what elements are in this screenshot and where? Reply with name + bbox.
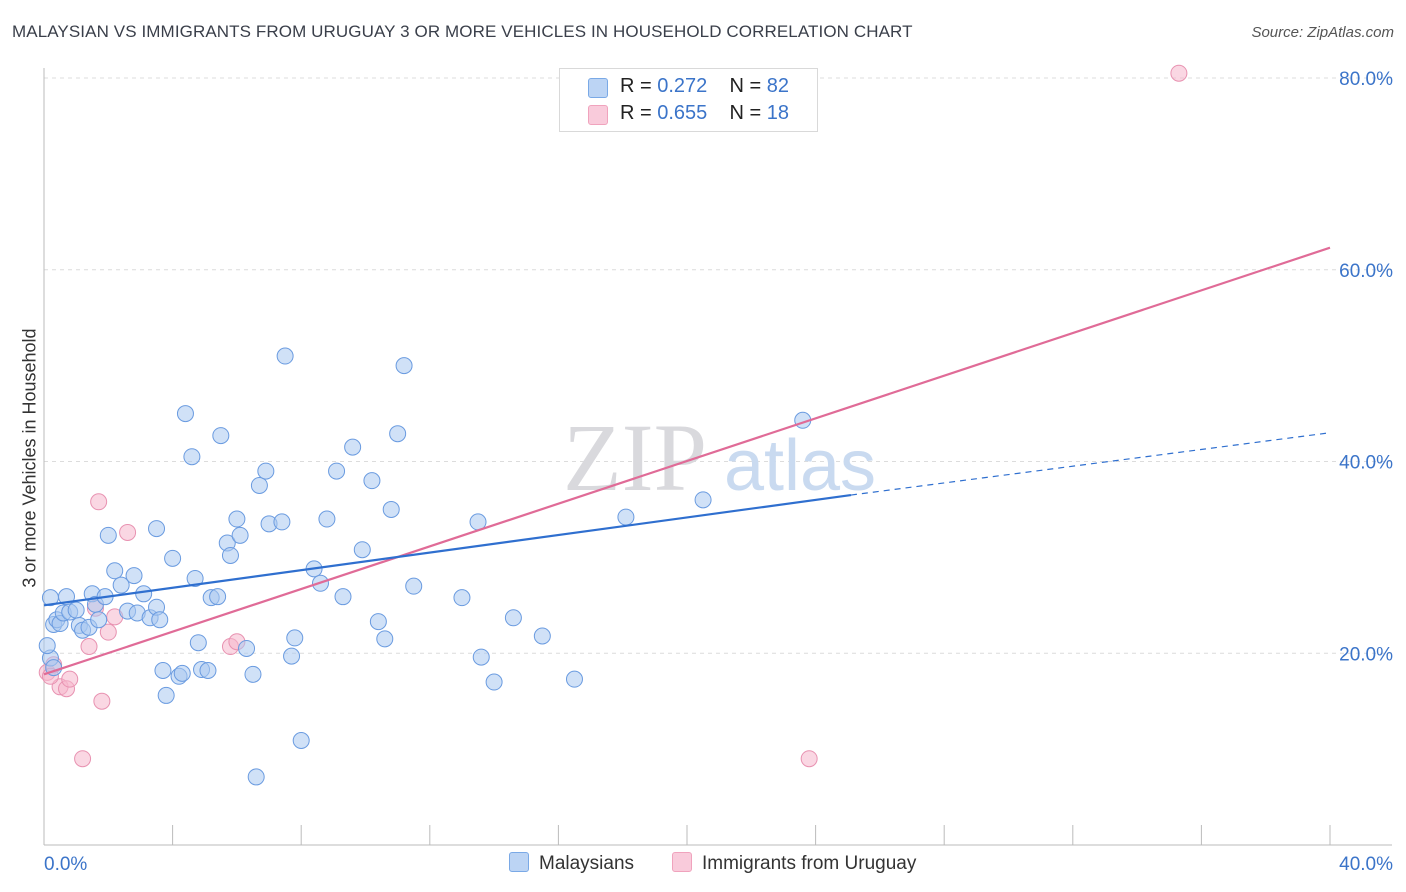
data-point-malaysians: [334, 588, 352, 606]
grid-lines: [44, 77, 1392, 654]
legend-swatch-blue: [588, 78, 608, 98]
data-point-malaysians: [353, 541, 371, 559]
data-point-malaysians: [389, 425, 407, 443]
legend-swatch-pink: [588, 105, 608, 125]
data-point-uruguay: [119, 523, 137, 541]
data-point-malaysians: [485, 673, 503, 691]
data-point-uruguay: [74, 750, 92, 768]
data-point-uruguay: [800, 750, 818, 768]
y-tick-label: 60.0%: [1339, 261, 1393, 282]
data-point-malaysians: [106, 562, 124, 580]
data-point-malaysians: [99, 526, 117, 544]
data-point-malaysians: [395, 357, 413, 375]
y-tick-label: 20.0%: [1339, 644, 1393, 665]
data-point-malaysians: [244, 665, 262, 683]
legend-r-value: 0.655: [657, 102, 708, 124]
data-point-malaysians: [199, 662, 217, 680]
watermark-atlas: atlas: [724, 426, 876, 506]
data-point-malaysians: [112, 576, 130, 594]
bottom-legend-label: Malaysians: [539, 853, 635, 874]
data-point-malaysians: [292, 731, 310, 749]
data-point-malaysians: [209, 588, 227, 606]
bottom-legend-swatch-pink: [672, 852, 692, 872]
trend-line-malaysians: [43, 493, 852, 607]
data-point-malaysians: [247, 768, 265, 786]
legend-r-value: 0.272: [657, 75, 708, 97]
data-point-malaysians: [151, 611, 169, 629]
chart-title: MALAYSIAN VS IMMIGRANTS FROM URUGUAY 3 O…: [12, 22, 913, 41]
data-point-malaysians: [212, 427, 230, 445]
x-tick-label: 0.0%: [44, 854, 87, 875]
data-point-malaysians: [90, 611, 108, 629]
data-point-malaysians: [186, 569, 204, 587]
data-point-uruguay: [61, 670, 79, 688]
source-label: Source: ZipAtlas.com: [1251, 24, 1394, 41]
data-point-malaysians: [565, 670, 583, 688]
data-point-malaysians: [173, 664, 191, 682]
data-point-malaysians: [286, 629, 304, 647]
y-tick-label: 80.0%: [1339, 69, 1393, 90]
y-tick-label: 40.0%: [1339, 453, 1393, 474]
data-point-malaysians: [189, 634, 207, 652]
data-point-malaysians: [363, 472, 381, 490]
bottom-legend-swatch-blue: [509, 852, 529, 872]
data-point-malaysians: [617, 508, 635, 526]
legend-n-label: N =: [729, 102, 762, 124]
data-point-malaysians: [238, 639, 256, 657]
data-point-malaysians: [318, 510, 336, 528]
legend-n-value: 82: [766, 75, 790, 97]
data-point-malaysians: [176, 405, 194, 423]
data-point-malaysians: [369, 613, 387, 631]
data-point-uruguay: [1170, 64, 1188, 82]
bottom-legend-label: Immigrants from Uruguay: [702, 853, 917, 874]
axes: [43, 68, 1392, 846]
data-point-uruguay: [99, 623, 117, 641]
data-point-malaysians: [157, 686, 175, 704]
trend-line-malaysians-extension: [850, 432, 1331, 496]
data-point-malaysians: [231, 526, 249, 544]
trend-line-uruguay: [43, 246, 1331, 676]
trend-lines: [43, 246, 1331, 676]
data-point-malaysians: [376, 630, 394, 648]
legend-r-label: R =: [620, 75, 652, 97]
data-point-malaysians: [273, 513, 291, 531]
data-point-malaysians: [257, 462, 275, 480]
x-tick-label: 40.0%: [1339, 854, 1393, 875]
tick-labels: 20.0% 40.0% 60.0% 80.0% 0.0% 40.0%: [44, 69, 1393, 875]
data-point-malaysians: [154, 662, 172, 680]
data-point-malaysians: [533, 627, 551, 645]
data-point-uruguay: [80, 638, 98, 656]
legend-r-label: R =: [620, 102, 652, 124]
data-point-malaysians: [328, 462, 346, 480]
data-point-malaysians: [183, 448, 201, 466]
data-point-malaysians: [504, 609, 522, 627]
data-point-malaysians: [67, 601, 85, 619]
data-point-malaysians: [472, 648, 490, 666]
data-point-uruguay: [93, 692, 111, 710]
data-point-malaysians: [221, 546, 239, 564]
data-point-malaysians: [38, 637, 56, 655]
y-axis-label: 3 or more Vehicles in Household: [19, 328, 40, 588]
data-point-malaysians: [283, 647, 301, 665]
data-point-malaysians: [276, 347, 294, 365]
data-point-malaysians: [405, 577, 423, 595]
legend-n-label: N =: [729, 75, 762, 97]
correlation-legend: R = 0.272 N = 82 R = 0.655 N = 18: [559, 68, 818, 132]
watermark: ZIP atlas: [563, 404, 876, 511]
legend-n-value: 18: [766, 102, 790, 124]
data-point-uruguay: [90, 493, 108, 511]
data-point-malaysians: [135, 585, 153, 603]
data-point-malaysians: [382, 500, 400, 518]
bottom-legend-malaysians: Malaysians: [509, 852, 634, 875]
data-point-malaysians: [344, 438, 362, 456]
data-point-malaysians: [453, 589, 471, 607]
data-point-malaysians: [148, 520, 166, 538]
data-point-malaysians: [125, 567, 143, 585]
data-point-malaysians: [228, 510, 246, 528]
data-point-malaysians: [694, 491, 712, 509]
data-point-malaysians: [250, 476, 268, 494]
bottom-legend-uruguay: Immigrants from Uruguay: [672, 852, 916, 875]
data-point-malaysians: [164, 549, 182, 567]
